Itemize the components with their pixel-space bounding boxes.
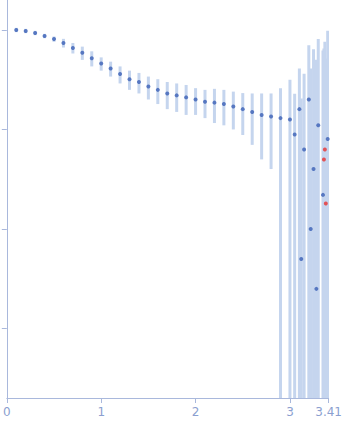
svg-text:1: 1	[97, 405, 105, 419]
svg-text:3: 3	[286, 405, 294, 419]
svg-text:3.41: 3.41	[315, 405, 342, 419]
svg-text:0: 0	[3, 405, 11, 419]
svg-text:2: 2	[192, 405, 200, 419]
